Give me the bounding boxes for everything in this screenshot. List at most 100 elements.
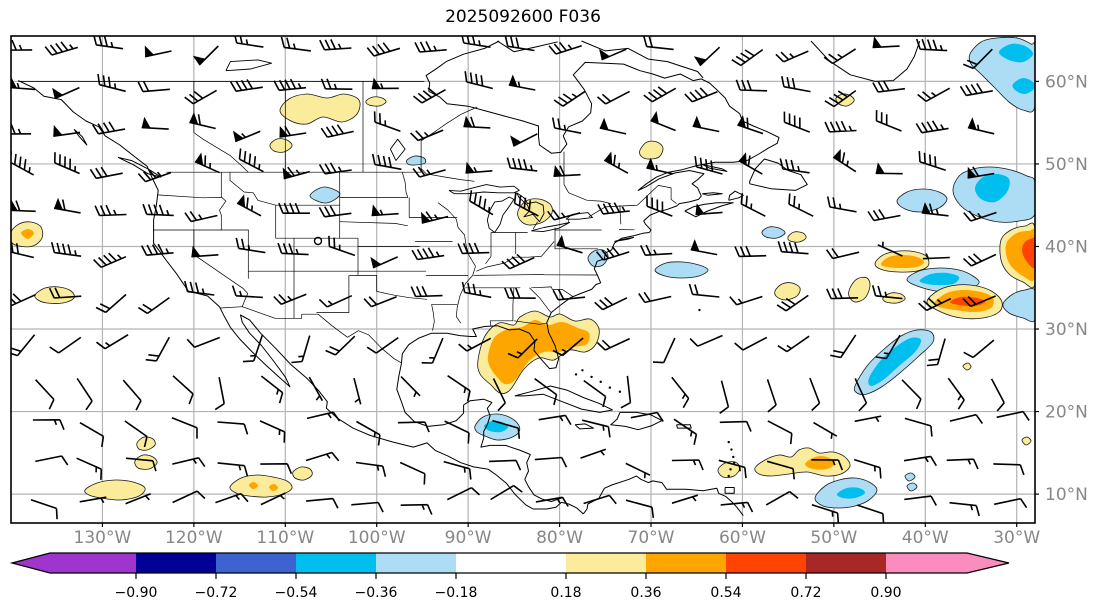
wind-barb [306,411,341,422]
wind-barb [351,501,384,513]
border-line [485,232,492,265]
lon-tick-label: 70°W [628,528,675,548]
wind-barb [826,196,857,213]
wind-barb [280,36,312,52]
lat-tick-label: 40°N [1045,237,1088,257]
anomaly-region-quebec-yellow [639,140,664,160]
wind-barb [144,50,172,58]
lake-outline [389,138,406,161]
wind-barb [94,204,127,217]
wind-barb [783,111,810,133]
wind-barb [492,378,507,412]
wind-barb [234,130,261,143]
small-island-dot [599,380,602,384]
wind-barb [320,124,354,138]
wind-pennant [192,55,206,65]
wind-barb [824,89,857,108]
wind-barb [421,211,449,224]
small-island-dot [733,461,736,464]
wind-barb [50,241,82,257]
wind-barb [594,296,628,311]
wind-barb [684,87,718,103]
wind-barb [235,237,266,254]
wind-barb [625,499,655,518]
wind-barb [918,297,952,312]
axis-ticks [101,80,1039,527]
wind-barb [319,39,352,51]
wind-pennant [54,197,63,210]
wind-barb [125,493,151,505]
wind-barb [137,296,170,315]
colorbar-segment [376,553,456,573]
wind-barb [813,421,838,439]
wind-barb [278,202,310,214]
wind-barb [917,87,951,102]
wind-barb [734,336,768,351]
wind-barb [904,495,938,506]
wind-barb [279,125,307,138]
wind-barb [76,377,93,411]
wind-barb [461,36,491,48]
wind-barb [371,209,399,217]
wind-barbs [11,36,1030,523]
wind-barb [373,111,401,132]
small-island-dot [727,440,730,444]
wind-barb [766,379,777,413]
wind-barb [595,246,630,261]
wind-barb [875,334,901,360]
wind-barb [242,335,264,363]
lat-tick-label: 20°N [1045,403,1088,423]
lat-tick-label: 10°N [1045,485,1088,505]
wind-barb [291,335,311,364]
wind-barb [141,126,169,130]
wind-barb [738,155,763,175]
wind-barb [922,253,950,260]
wind-barb [875,110,902,132]
island-outline [614,236,635,242]
wind-barb [443,460,472,480]
wind-barb [186,336,220,348]
wind-barb [355,461,387,477]
wind-barb [30,498,58,520]
small-island-dot [618,390,622,393]
wind-barb [54,152,80,175]
border-line [420,106,478,173]
anomaly-region-antilles-blue-dot2 [906,482,918,492]
border-line [229,172,276,206]
wind-barb [994,497,1028,509]
wind-pennant [833,148,841,162]
small-island-dot [732,455,735,459]
wind-barb [963,339,995,359]
colorbar-segment [726,553,806,573]
wind-barb [719,380,730,414]
wind-barb [692,125,720,133]
lon-tick-label: 90°W [445,528,492,548]
anomaly-shading [11,36,1035,509]
wind-barb [89,166,123,180]
wind-barb [172,375,194,405]
wind-pennant [53,125,63,137]
wind-barb [823,48,857,65]
wind-barb [720,501,754,513]
wind-barb [601,48,627,61]
anomaly-region-midatl-yellow2 [848,276,871,303]
wind-barb [446,486,481,501]
coastline [581,40,704,79]
wind-pennant [690,239,700,252]
border-line [619,205,622,225]
wind-pennant [967,166,977,178]
wind-barb [53,131,81,137]
wind-barb [447,375,471,402]
wind-barb [410,129,444,142]
wind-barb [492,419,521,439]
wind-pennant [553,165,563,177]
wind-pennant [189,112,199,125]
wind-pennant [695,203,705,215]
wind-barb [11,334,36,357]
lon-tick-label: 50°W [810,528,857,548]
wind-pennant [692,115,702,128]
wind-barb [236,197,262,217]
wind-barb [767,420,793,445]
wind-barb [534,378,558,406]
